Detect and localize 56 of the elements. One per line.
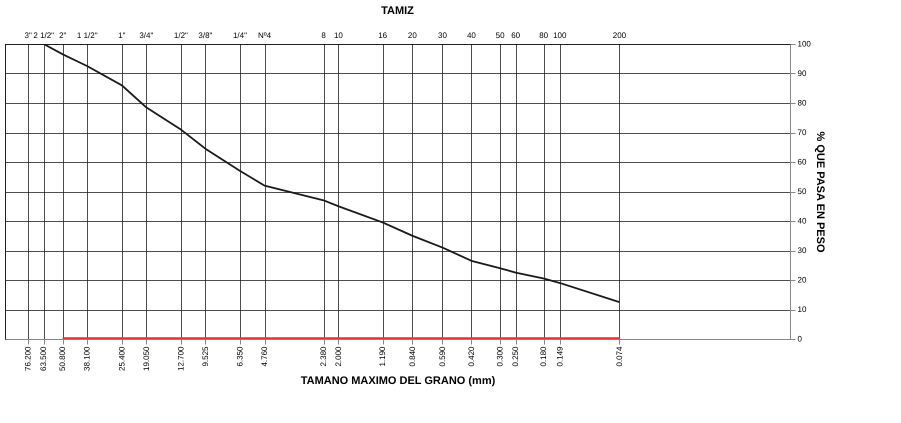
x-tick-label: 6.350 xyxy=(235,346,244,367)
y-tick-label: 60 xyxy=(798,158,807,166)
x-axis-title: TAMANO MAXIMO DEL GRANO (mm) xyxy=(300,374,496,387)
annotation: 2" xyxy=(59,31,67,40)
y-tick-label: 80 xyxy=(798,98,807,108)
x-tick-label: 0.840 xyxy=(408,346,417,367)
x-tick-label: 25.400 xyxy=(117,346,126,371)
annotation: Nº4 xyxy=(258,31,272,40)
annotation: 8 xyxy=(321,31,326,40)
y-tick-label: 90 xyxy=(798,69,807,78)
annotation: 3" xyxy=(24,31,32,40)
annotation: 2 1/2" xyxy=(33,31,54,40)
annotation: 1/2" xyxy=(174,31,188,40)
x-tick-label: 76.200 xyxy=(24,346,33,371)
x-tick-label: 0.250 xyxy=(511,346,520,367)
y-tick-label: 100 xyxy=(798,40,812,48)
annotation: 80 xyxy=(539,31,549,40)
annotation: 3/4" xyxy=(139,31,154,40)
x-tick-label: 12.700 xyxy=(176,346,186,371)
x-tick-label: 0.420 xyxy=(466,346,476,367)
x-tick-label: 0.300 xyxy=(496,346,505,367)
y-tick-label: 50 xyxy=(798,187,807,196)
x-tick-label: 50.800 xyxy=(58,346,68,371)
annotation: 100 xyxy=(553,31,567,40)
annotation: 1" xyxy=(118,31,126,40)
annotation: 3/8" xyxy=(198,31,213,40)
annotation: 50 xyxy=(496,31,506,40)
y-tick-label: 20 xyxy=(798,276,807,284)
x-tick-label: 0.180 xyxy=(539,346,548,367)
x-tick-label: 0.074 xyxy=(614,346,624,367)
y-tick-label: 0 xyxy=(798,334,802,344)
x-tick-label: 19.050 xyxy=(142,346,151,371)
y-tick-label: 10 xyxy=(798,305,807,314)
annotation: 16 xyxy=(378,31,388,40)
y-tick-label: 40 xyxy=(798,216,807,226)
annotation: 20 xyxy=(408,31,418,40)
x2-axis-title: TAMIZ xyxy=(381,5,414,17)
x-tick-label: 2.000 xyxy=(334,346,343,367)
y-tick-label: 30 xyxy=(798,246,807,255)
x-tick-label: 0.149 xyxy=(555,346,564,367)
y-tick-label: 70 xyxy=(798,128,807,137)
annotation: 200 xyxy=(612,31,627,40)
x-tick-label: 1.190 xyxy=(378,346,388,367)
annotation: 40 xyxy=(466,31,476,40)
annotation: 1 1/2" xyxy=(76,31,98,40)
x-tick-label: 2.380 xyxy=(319,346,328,367)
y-axis-title: % QUE PASA EN PESO xyxy=(814,131,826,253)
annotation: 1/4" xyxy=(232,31,248,40)
x-tick-label: 9.525 xyxy=(200,346,210,367)
annotation: 60 xyxy=(511,31,521,40)
x-tick-label: 63.500 xyxy=(39,346,48,371)
x-tick-label: 38.100 xyxy=(82,346,92,371)
x-tick-label: 0.590 xyxy=(438,346,447,367)
annotation: 10 xyxy=(334,31,344,40)
x-tick-label: 4.760 xyxy=(260,346,270,367)
annotation: 30 xyxy=(438,31,448,40)
